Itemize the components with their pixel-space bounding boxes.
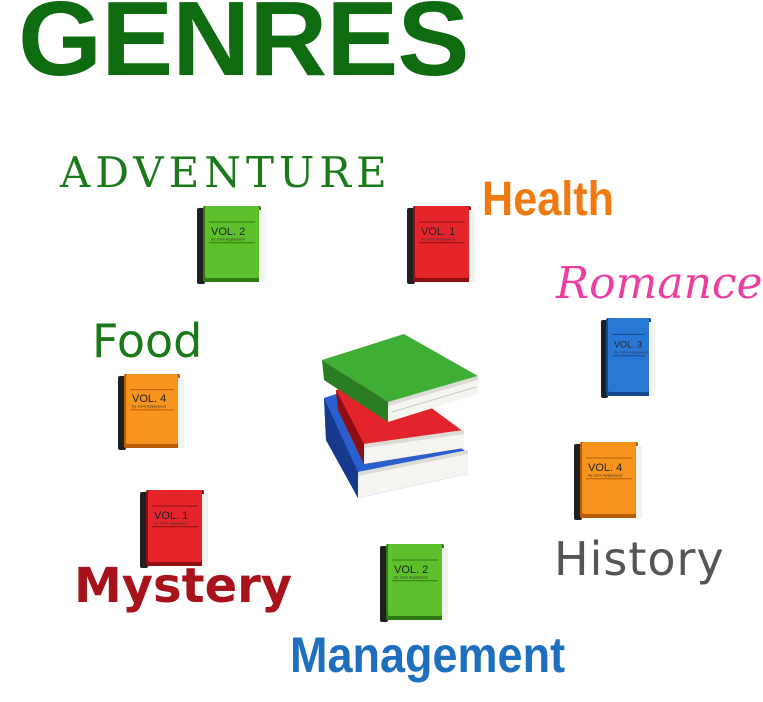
- book-byline-label: by John Appleseed: [211, 236, 245, 241]
- book-volume-label: VOL. 3: [614, 340, 642, 350]
- genre-management: Management: [290, 627, 566, 683]
- book-byline-label: by John Appleseed: [614, 349, 648, 354]
- genre-adventure: ADVENTURE: [60, 148, 392, 197]
- genre-food: Food: [92, 314, 203, 368]
- book-volume-label: VOL. 2: [394, 564, 428, 576]
- book-byline-label: by John Appleseed: [588, 472, 622, 477]
- book-green-2-icon: VOL. 2 by John Appleseed: [380, 544, 450, 624]
- book-green-1-icon: VOL. 2 by John Appleseed: [197, 206, 267, 286]
- book-byline-label: by John Appleseed: [394, 574, 428, 579]
- book-volume-label: VOL. 1: [154, 510, 188, 522]
- book-byline-label: by John Appleseed: [421, 236, 455, 241]
- books-stack-icon: [318, 332, 482, 500]
- book-volume-label: VOL. 4: [132, 393, 166, 405]
- genre-history: History: [554, 532, 725, 586]
- stack-green-book: [322, 334, 478, 422]
- genre-health: Health: [482, 173, 615, 226]
- genre-mystery: Mystery: [74, 558, 293, 614]
- genre-romance: Romance: [556, 258, 763, 309]
- book-byline-label: by John Appleseed: [132, 404, 166, 409]
- book-red-1-icon: VOL. 1 by John Appleseed: [407, 206, 477, 286]
- book-red-2-icon: VOL. 1 by John Appleseed: [140, 490, 210, 570]
- book-volume-label: VOL. 1: [421, 226, 455, 238]
- book-orange-1-icon: VOL. 4 by John Appleseed: [118, 374, 186, 452]
- book-blue-1-icon: VOL. 3 by John Appleseed: [601, 318, 657, 400]
- book-byline-label: by John Appleseed: [154, 520, 188, 525]
- book-volume-label: VOL. 4: [588, 462, 622, 474]
- book-volume-label: VOL. 2: [211, 226, 245, 238]
- book-orange-2-icon: VOL. 4 by John Appleseed: [574, 442, 644, 522]
- page-title: GENRES: [18, 0, 470, 98]
